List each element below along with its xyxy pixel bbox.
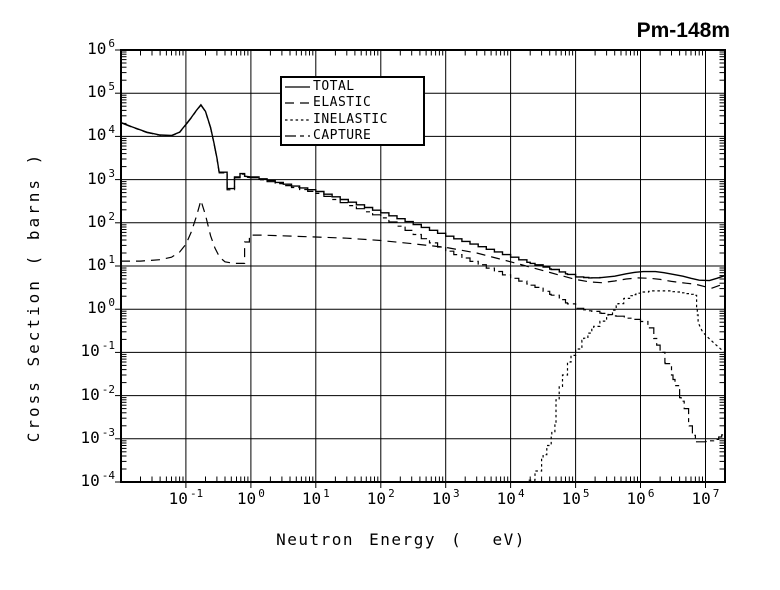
legend-label: TOTAL — [313, 78, 355, 94]
ytick-label: 10 5 — [87, 80, 115, 102]
curve-elastic — [121, 198, 726, 290]
legend-sample-elastic — [285, 102, 310, 104]
ytick-label: 10 -1 — [80, 339, 115, 361]
legend-label: INELASTIC — [313, 111, 388, 127]
legend-item-inelastic: INELASTIC — [284, 111, 423, 127]
legend-sample-capture — [285, 135, 310, 137]
xtick-label: 10 3 — [431, 487, 460, 508]
xtick-label: 10 0 — [236, 487, 265, 508]
legend-sample-inelastic — [285, 119, 310, 121]
ytick-label: 10 -4 — [80, 469, 115, 490]
ytick-label: 10 6 — [87, 37, 115, 58]
xtick-label: 10 6 — [626, 487, 655, 508]
curve-capture — [120, 104, 726, 443]
nuclide-title: Pm-148m — [636, 19, 730, 42]
ytick-label: 10 -3 — [80, 425, 115, 447]
ytick-label: 10 3 — [87, 166, 115, 188]
xtick-label: 10 1 — [301, 487, 330, 508]
legend-item-elastic: ELASTIC — [284, 95, 423, 111]
legend-label: CAPTURE — [313, 128, 372, 144]
xtick-label: 10 4 — [496, 487, 525, 508]
ytick-label: 10 4 — [87, 123, 115, 145]
xtick-label: 10 -1 — [168, 487, 204, 508]
ytick-label: 10 0 — [87, 296, 115, 318]
plot-frame — [120, 49, 726, 483]
grid-lines — [121, 50, 725, 482]
ytick-label: 10 -2 — [80, 382, 115, 404]
curve-total — [120, 103, 726, 282]
y-axis-label: Cross Section ( barns ) — [24, 151, 43, 443]
ytick-label: 10 1 — [87, 253, 115, 274]
xtick-label: 10 2 — [366, 487, 395, 508]
legend-box: TOTAL ELASTIC INELASTIC CAPTURE — [280, 76, 425, 146]
legend-item-capture: CAPTURE — [284, 128, 423, 144]
curve-inelastic — [528, 290, 724, 481]
xtick-label: 10 7 — [691, 487, 720, 508]
x-axis-label: Neutron Energy ( eV) — [276, 530, 526, 549]
legend-sample-total — [285, 86, 310, 88]
legend-item-total: TOTAL — [284, 78, 423, 94]
xtick-label: 10 5 — [561, 487, 590, 508]
ytick-label: 10 2 — [87, 209, 115, 231]
legend-label: ELASTIC — [313, 95, 372, 111]
